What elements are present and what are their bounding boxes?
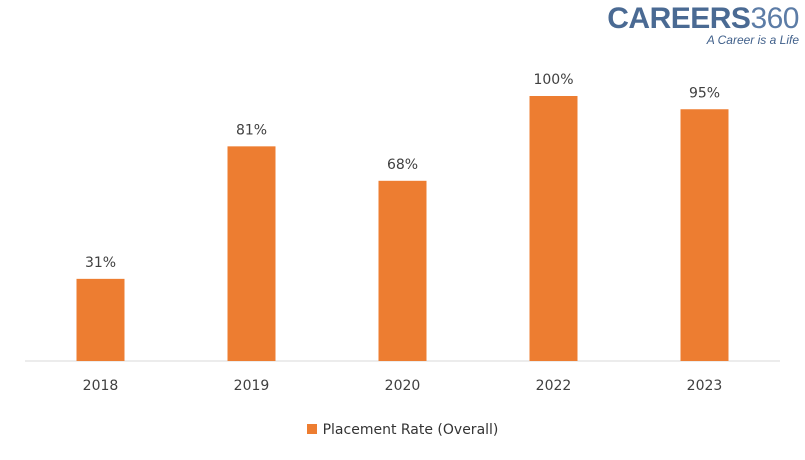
logo-tagline: A Career is a Life xyxy=(706,33,799,47)
data-label-2019: 81% xyxy=(236,122,267,138)
data-label-2020: 68% xyxy=(387,157,418,173)
bar-2023 xyxy=(680,109,729,361)
logo-main-text: CAREERS xyxy=(607,2,751,35)
x-tick-label-2019: 2019 xyxy=(234,378,270,394)
legend: Placement Rate (Overall) xyxy=(0,422,805,438)
bar-2019 xyxy=(227,146,276,361)
legend-swatch xyxy=(306,424,317,434)
x-tick-label-2020: 2020 xyxy=(385,378,421,394)
logo-number: 360 xyxy=(750,2,799,35)
bar-2022 xyxy=(529,96,578,361)
bar-2020 xyxy=(378,180,427,361)
x-tick-label-2018: 2018 xyxy=(83,378,119,394)
careers360-logo: CAREERS360 A Career is a Life xyxy=(607,2,799,46)
x-tick-label-2023: 2023 xyxy=(687,378,723,394)
x-tick-label-2022: 2022 xyxy=(536,378,572,394)
legend-label: Placement Rate (Overall) xyxy=(322,422,499,438)
data-label-2018: 31% xyxy=(85,255,116,271)
data-label-2023: 95% xyxy=(689,85,720,101)
bar-2018 xyxy=(76,278,125,361)
logo-wordmark: CAREERS360 xyxy=(607,2,799,36)
data-label-2022: 100% xyxy=(533,72,573,88)
